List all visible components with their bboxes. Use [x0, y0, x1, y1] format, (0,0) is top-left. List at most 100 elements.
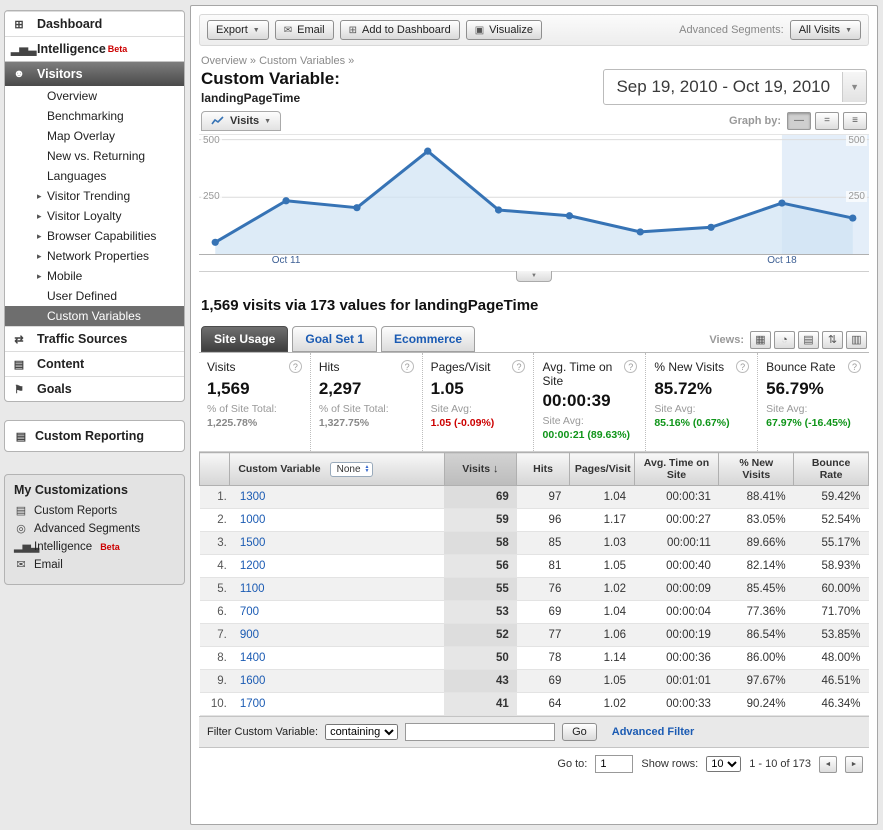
view-button[interactable]: ▤ — [798, 331, 819, 349]
segment-select[interactable]: All Visits ▼ — [790, 20, 861, 40]
show-rows-select[interactable]: 10 — [706, 756, 741, 772]
sidebar-item[interactable]: ▸ Visitor Trending — [5, 186, 184, 206]
sidebar-item[interactable]: ▤ Content — [5, 351, 184, 376]
sidebar-item-label: New vs. Returning — [47, 149, 145, 163]
sidebar-item[interactable]: ▂▅▃ Intelligence Beta — [5, 36, 184, 61]
goto-input[interactable] — [595, 755, 633, 773]
graph-by-month-button[interactable]: ≡ — [843, 112, 867, 130]
email-button[interactable]: ✉ Email — [275, 20, 334, 40]
help-icon[interactable]: ? — [401, 360, 414, 373]
table-row: 1. 1300 69 97 1.04 00:00:31 88.41% 59.42… — [200, 486, 869, 509]
chart-metric-select[interactable]: Visits ▼ — [201, 111, 281, 131]
custom-variable-link[interactable]: 1000 — [240, 514, 266, 526]
next-page-button[interactable]: ► — [845, 756, 863, 773]
report-tab[interactable]: Ecommerce — [381, 326, 475, 352]
sidebar-item[interactable]: ⚑ Goals — [5, 376, 184, 401]
custom-variable-link[interactable]: 1500 — [240, 537, 266, 549]
sidebar-item-label: Intelligence — [37, 42, 106, 56]
custom-variable-link[interactable]: 1400 — [240, 652, 266, 664]
filter-input[interactable] — [405, 723, 555, 741]
help-icon[interactable]: ? — [512, 360, 525, 373]
filter-match-select[interactable]: containing — [325, 724, 398, 740]
custom-variable-header[interactable]: Custom Variable None ▲▼ — [230, 453, 444, 486]
my-customizations-item-label: Custom Reports — [34, 505, 117, 517]
custom-variable-link[interactable]: 1700 — [240, 698, 266, 710]
advanced-filter-link[interactable]: Advanced Filter — [612, 726, 695, 738]
graph-by-week-button[interactable]: = — [815, 112, 839, 130]
sidebar-item[interactable]: New vs. Returning — [5, 146, 184, 166]
avg-time-column-header[interactable]: Avg. Time on Site — [634, 453, 719, 486]
graph-by-label: Graph by: — [729, 115, 781, 127]
go-button[interactable]: Go — [562, 723, 597, 741]
help-icon[interactable]: ? — [289, 360, 302, 373]
date-range-selector[interactable]: Sep 19, 2010 - Oct 19, 2010 ▼ — [603, 69, 867, 105]
custom-variable-link[interactable]: 700 — [240, 606, 259, 618]
prev-page-button[interactable]: ◄ — [819, 756, 837, 773]
sidebar-item[interactable]: ▸ Network Properties — [5, 246, 184, 266]
metric-label: Avg. Time on Site — [542, 360, 620, 388]
custom-variable-link[interactable]: 900 — [240, 629, 259, 641]
view-button[interactable]: ▥ — [846, 331, 867, 349]
sidebar-item[interactable]: ⇄ Traffic Sources — [5, 326, 184, 351]
pages-visit-column-header[interactable]: Pages/Visit — [569, 453, 634, 486]
table-row: 3. 1500 58 85 1.03 00:00:11 89.66% 55.17… — [200, 532, 869, 555]
view-button[interactable]: ⇅ — [822, 331, 843, 349]
metric-sub-value: 1,327.75% — [319, 417, 414, 431]
new-visits-cell: 83.05% — [719, 509, 794, 532]
sidebar-item[interactable]: ▸ Mobile — [5, 266, 184, 286]
custom-variable-link[interactable]: 1300 — [240, 491, 266, 503]
sidebar-item[interactable]: ⊞ Dashboard — [5, 11, 184, 36]
sidebar-item[interactable]: Languages — [5, 166, 184, 186]
metric-sub-label: Site Avg: — [431, 403, 526, 417]
metric-card: % New Visits ? 85.72% Site Avg: 85.16% (… — [646, 353, 758, 451]
show-rows-label: Show rows: — [641, 758, 698, 770]
sidebar-item[interactable]: User Defined — [5, 286, 184, 306]
sidebar-item[interactable]: Custom Variables — [5, 306, 184, 326]
help-icon[interactable]: ? — [624, 360, 637, 373]
view-button[interactable]: ◔ — [774, 331, 795, 349]
y-axis-tick: 250 — [201, 191, 222, 202]
my-customizations-item[interactable]: ▤ Custom Reports — [14, 504, 175, 517]
sidebar-item[interactable]: Benchmarking — [5, 106, 184, 126]
my-customizations-item[interactable]: ▂▅▃ Intelligence Beta — [14, 540, 175, 553]
sidebar-item[interactable]: Map Overlay — [5, 126, 184, 146]
graph-by-day-button[interactable]: — — [787, 112, 811, 130]
visualize-button[interactable]: ▣ Visualize — [466, 20, 542, 40]
breadcrumb[interactable]: Overview » Custom Variables » — [201, 55, 867, 67]
export-button[interactable]: Export ▼ — [207, 20, 269, 40]
help-icon[interactable]: ? — [848, 360, 861, 373]
chevron-down-icon: ▼ — [845, 27, 852, 34]
new-visits-cell: 85.45% — [719, 578, 794, 601]
row-number: 9. — [200, 670, 230, 693]
custom-reporting-section[interactable]: ▤ Custom Reporting — [4, 420, 185, 452]
help-icon[interactable]: ? — [736, 360, 749, 373]
hits-cell: 69 — [517, 670, 570, 693]
new-visits-column-header[interactable]: % New Visits — [719, 453, 794, 486]
chart-metric-label: Visits — [230, 115, 259, 127]
metric-value: 1.05 — [431, 379, 526, 399]
visits-column-header[interactable]: Visits ↓ — [444, 453, 517, 486]
view-button[interactable]: ▦ — [750, 331, 771, 349]
custom-variable-link[interactable]: 1600 — [240, 675, 266, 687]
metric-sub-label: Site Avg: — [542, 415, 637, 429]
sidebar-item[interactable]: ▸ Visitor Loyalty — [5, 206, 184, 226]
custom-variable-link[interactable]: 1200 — [240, 560, 266, 572]
report-tab[interactable]: Goal Set 1 — [292, 326, 377, 352]
sidebar-item[interactable]: ▸ Browser Capabilities — [5, 226, 184, 246]
bounce-rate-column-header[interactable]: Bounce Rate — [794, 453, 869, 486]
sidebar-item-label: Browser Capabilities — [47, 229, 156, 243]
sidebar-item[interactable]: ☻ Visitors — [5, 61, 184, 86]
my-customizations-item[interactable]: ✉ Email — [14, 558, 175, 571]
my-customizations-list: ▤ Custom Reports ◎ Advanced Segments ▂▅▃… — [14, 504, 175, 571]
row-number: 1. — [200, 486, 230, 509]
pages-visit-cell: 1.03 — [569, 532, 634, 555]
hits-cell: 77 — [517, 624, 570, 647]
add-to-dashboard-button[interactable]: ⊞ Add to Dashboard — [340, 20, 460, 40]
sidebar-item[interactable]: Overview — [5, 86, 184, 106]
report-tab[interactable]: Site Usage — [201, 326, 288, 352]
timeline-slider-handle[interactable]: ▼ — [516, 271, 552, 282]
hits-column-header[interactable]: Hits — [517, 453, 570, 486]
custom-variable-link[interactable]: 1100 — [240, 583, 265, 595]
secondary-dimension-select[interactable]: None ▲▼ — [330, 462, 374, 477]
my-customizations-item[interactable]: ◎ Advanced Segments — [14, 522, 175, 535]
